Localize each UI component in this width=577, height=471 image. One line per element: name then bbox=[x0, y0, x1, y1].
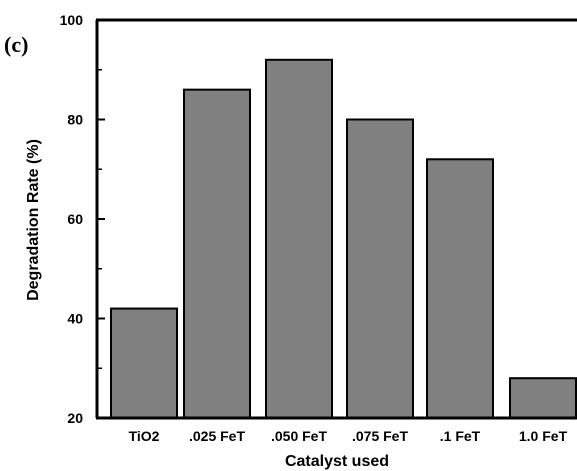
y-axis-title: Degradation Rate (%) bbox=[25, 139, 42, 301]
bar-075-fet bbox=[346, 118, 414, 419]
x-tick-label: TiO2 bbox=[129, 428, 160, 444]
bars-group bbox=[110, 58, 577, 420]
y-tick-label: 40 bbox=[67, 311, 83, 327]
x-axis-title: Catalyst used bbox=[285, 453, 389, 470]
x-tick-label: 1.0 FeT bbox=[519, 428, 568, 444]
y-tick-label: 80 bbox=[67, 112, 83, 128]
bar-050-fet bbox=[265, 58, 333, 420]
bar-tio2 bbox=[110, 307, 178, 419]
bar-1-0-fet bbox=[509, 377, 577, 420]
x-tick-label: .050 FeT bbox=[271, 428, 327, 444]
x-tick-label: .1 FeT bbox=[440, 428, 481, 444]
y-tick-label: 60 bbox=[67, 211, 83, 227]
x-labels-group: TiO2 .025 FeT .050 FeT .075 FeT .1 FeT 1.0 Fe… bbox=[129, 428, 568, 444]
y-tick-label: 100 bbox=[60, 12, 84, 28]
x-tick-label: .075 FeT bbox=[352, 428, 408, 444]
bar-1-fet bbox=[426, 158, 494, 420]
x-tick-label: .025 FeT bbox=[189, 428, 245, 444]
y-tick-label: 20 bbox=[67, 410, 83, 426]
bar-025-fet bbox=[183, 88, 251, 420]
panel-label: (c) bbox=[4, 32, 28, 57]
